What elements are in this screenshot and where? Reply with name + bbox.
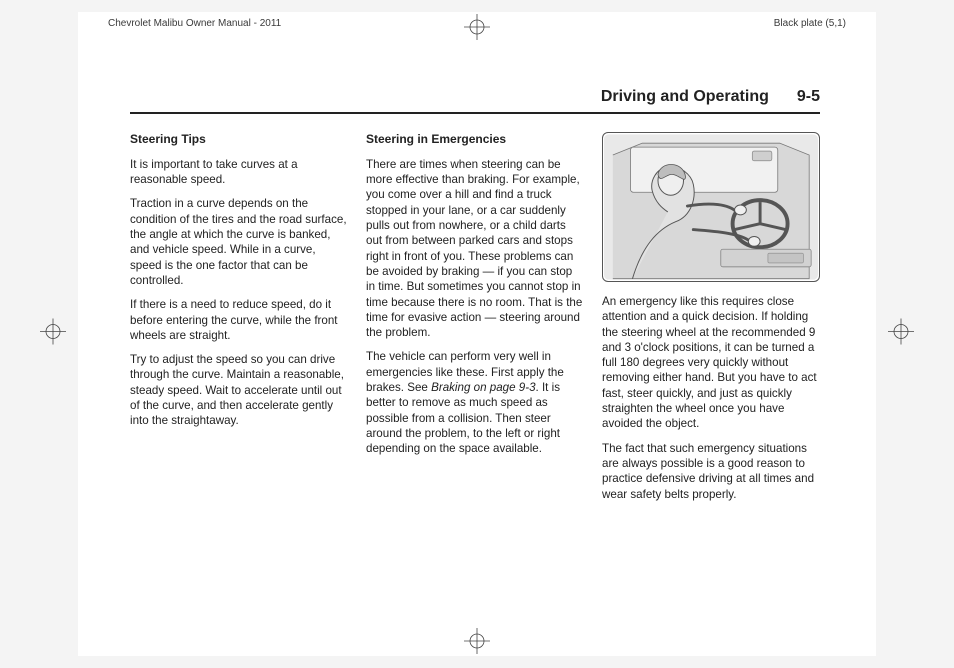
col1-p1: It is important to take curves at a reas… bbox=[130, 157, 348, 188]
running-header: Driving and Operating 9-5 bbox=[601, 88, 820, 106]
col3-p2: The fact that such emergency situations … bbox=[602, 441, 820, 502]
section-title: Driving and Operating bbox=[601, 88, 769, 105]
top-meta-bar: Chevrolet Malibu Owner Manual - 2011 Bla… bbox=[108, 18, 846, 29]
crop-mark-left bbox=[40, 319, 66, 350]
col1-p3: If there is a need to reduce speed, do i… bbox=[130, 297, 348, 343]
column-3: An emergency like this requires close at… bbox=[602, 132, 820, 632]
column-1: Steering Tips It is important to take cu… bbox=[130, 132, 348, 632]
header-rule bbox=[130, 112, 820, 114]
braking-xref: Braking on page 9‑3 bbox=[431, 381, 535, 394]
col3-p1: An emergency like this requires close at… bbox=[602, 294, 820, 432]
page-number: 9-5 bbox=[797, 88, 820, 105]
crop-mark-right bbox=[888, 319, 914, 350]
columns: Steering Tips It is important to take cu… bbox=[130, 132, 820, 632]
col1-p2: Traction in a curve depends on the condi… bbox=[130, 196, 348, 288]
col2-p1: There are times when steering can be mor… bbox=[366, 157, 584, 341]
col1-heading: Steering Tips bbox=[130, 132, 348, 148]
driver-steering-illustration bbox=[602, 132, 820, 282]
plate-info: Black plate (5,1) bbox=[774, 18, 846, 29]
manual-title: Chevrolet Malibu Owner Manual - 2011 bbox=[108, 18, 281, 29]
col2-p2: The vehicle can perform very well in eme… bbox=[366, 349, 584, 456]
col1-p4: Try to adjust the speed so you can drive… bbox=[130, 352, 348, 428]
col2-heading: Steering in Emergencies bbox=[366, 132, 584, 148]
column-2: Steering in Emergencies There are times … bbox=[366, 132, 584, 632]
page: Chevrolet Malibu Owner Manual - 2011 Bla… bbox=[78, 12, 876, 656]
